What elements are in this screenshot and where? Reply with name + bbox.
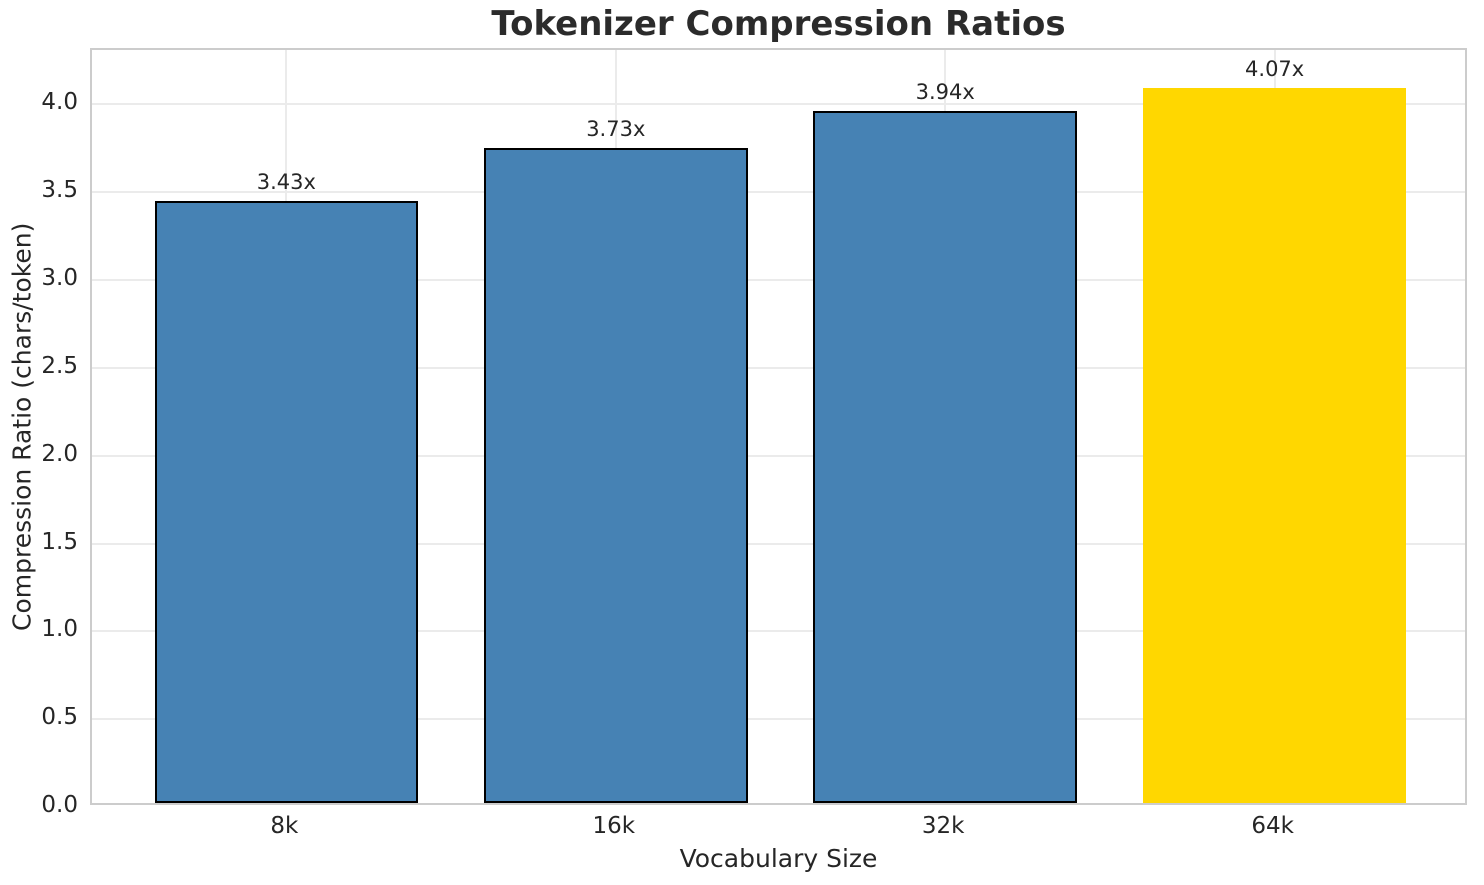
gridline-horizontal xyxy=(92,454,1465,457)
x-axis-label: Vocabulary Size xyxy=(679,844,878,873)
x-tick-label: 64k xyxy=(1251,813,1294,839)
y-tick-label: 3.5 xyxy=(41,177,78,204)
y-tick-label: 2.0 xyxy=(41,440,78,467)
y-tick-label: 1.5 xyxy=(41,528,78,555)
gridline-horizontal xyxy=(92,718,1465,721)
bar-8k xyxy=(154,200,419,803)
gridline-horizontal xyxy=(92,630,1465,633)
bar-value-label: 3.94x xyxy=(915,80,975,104)
bar-32k xyxy=(813,111,1077,803)
gridline-horizontal xyxy=(92,542,1465,545)
y-tick-label: 3.0 xyxy=(41,265,78,292)
plot-area: 3.43x 3.73x 3.94x 4.07x xyxy=(90,48,1467,805)
x-tick-label: 16k xyxy=(592,813,636,839)
bar-value-label: 3.73x xyxy=(586,116,646,141)
bar-value-label: 3.43x xyxy=(256,169,316,194)
y-axis-label: Compression Ratio (chars/token) xyxy=(7,222,37,631)
x-tick-label: 8k xyxy=(270,813,299,839)
x-tick-label: 32k xyxy=(921,813,965,839)
gridline-horizontal xyxy=(92,279,1465,282)
y-tick-label: 1.0 xyxy=(41,616,78,643)
y-tick-label: 2.5 xyxy=(41,352,78,379)
gridline-horizontal xyxy=(92,191,1465,194)
y-tick-label: 4.0 xyxy=(41,89,78,116)
bar-64k xyxy=(1142,88,1407,803)
gridline-horizontal xyxy=(92,103,1465,106)
bar-value-label: 4.07x xyxy=(1245,57,1305,82)
chart-title: Tokenizer Compression Ratios xyxy=(491,4,1066,44)
y-tick-label: 0.5 xyxy=(41,704,78,731)
y-tick-label: 0.0 xyxy=(41,792,78,818)
bar-16k xyxy=(484,147,748,803)
gridline-horizontal xyxy=(92,366,1465,369)
